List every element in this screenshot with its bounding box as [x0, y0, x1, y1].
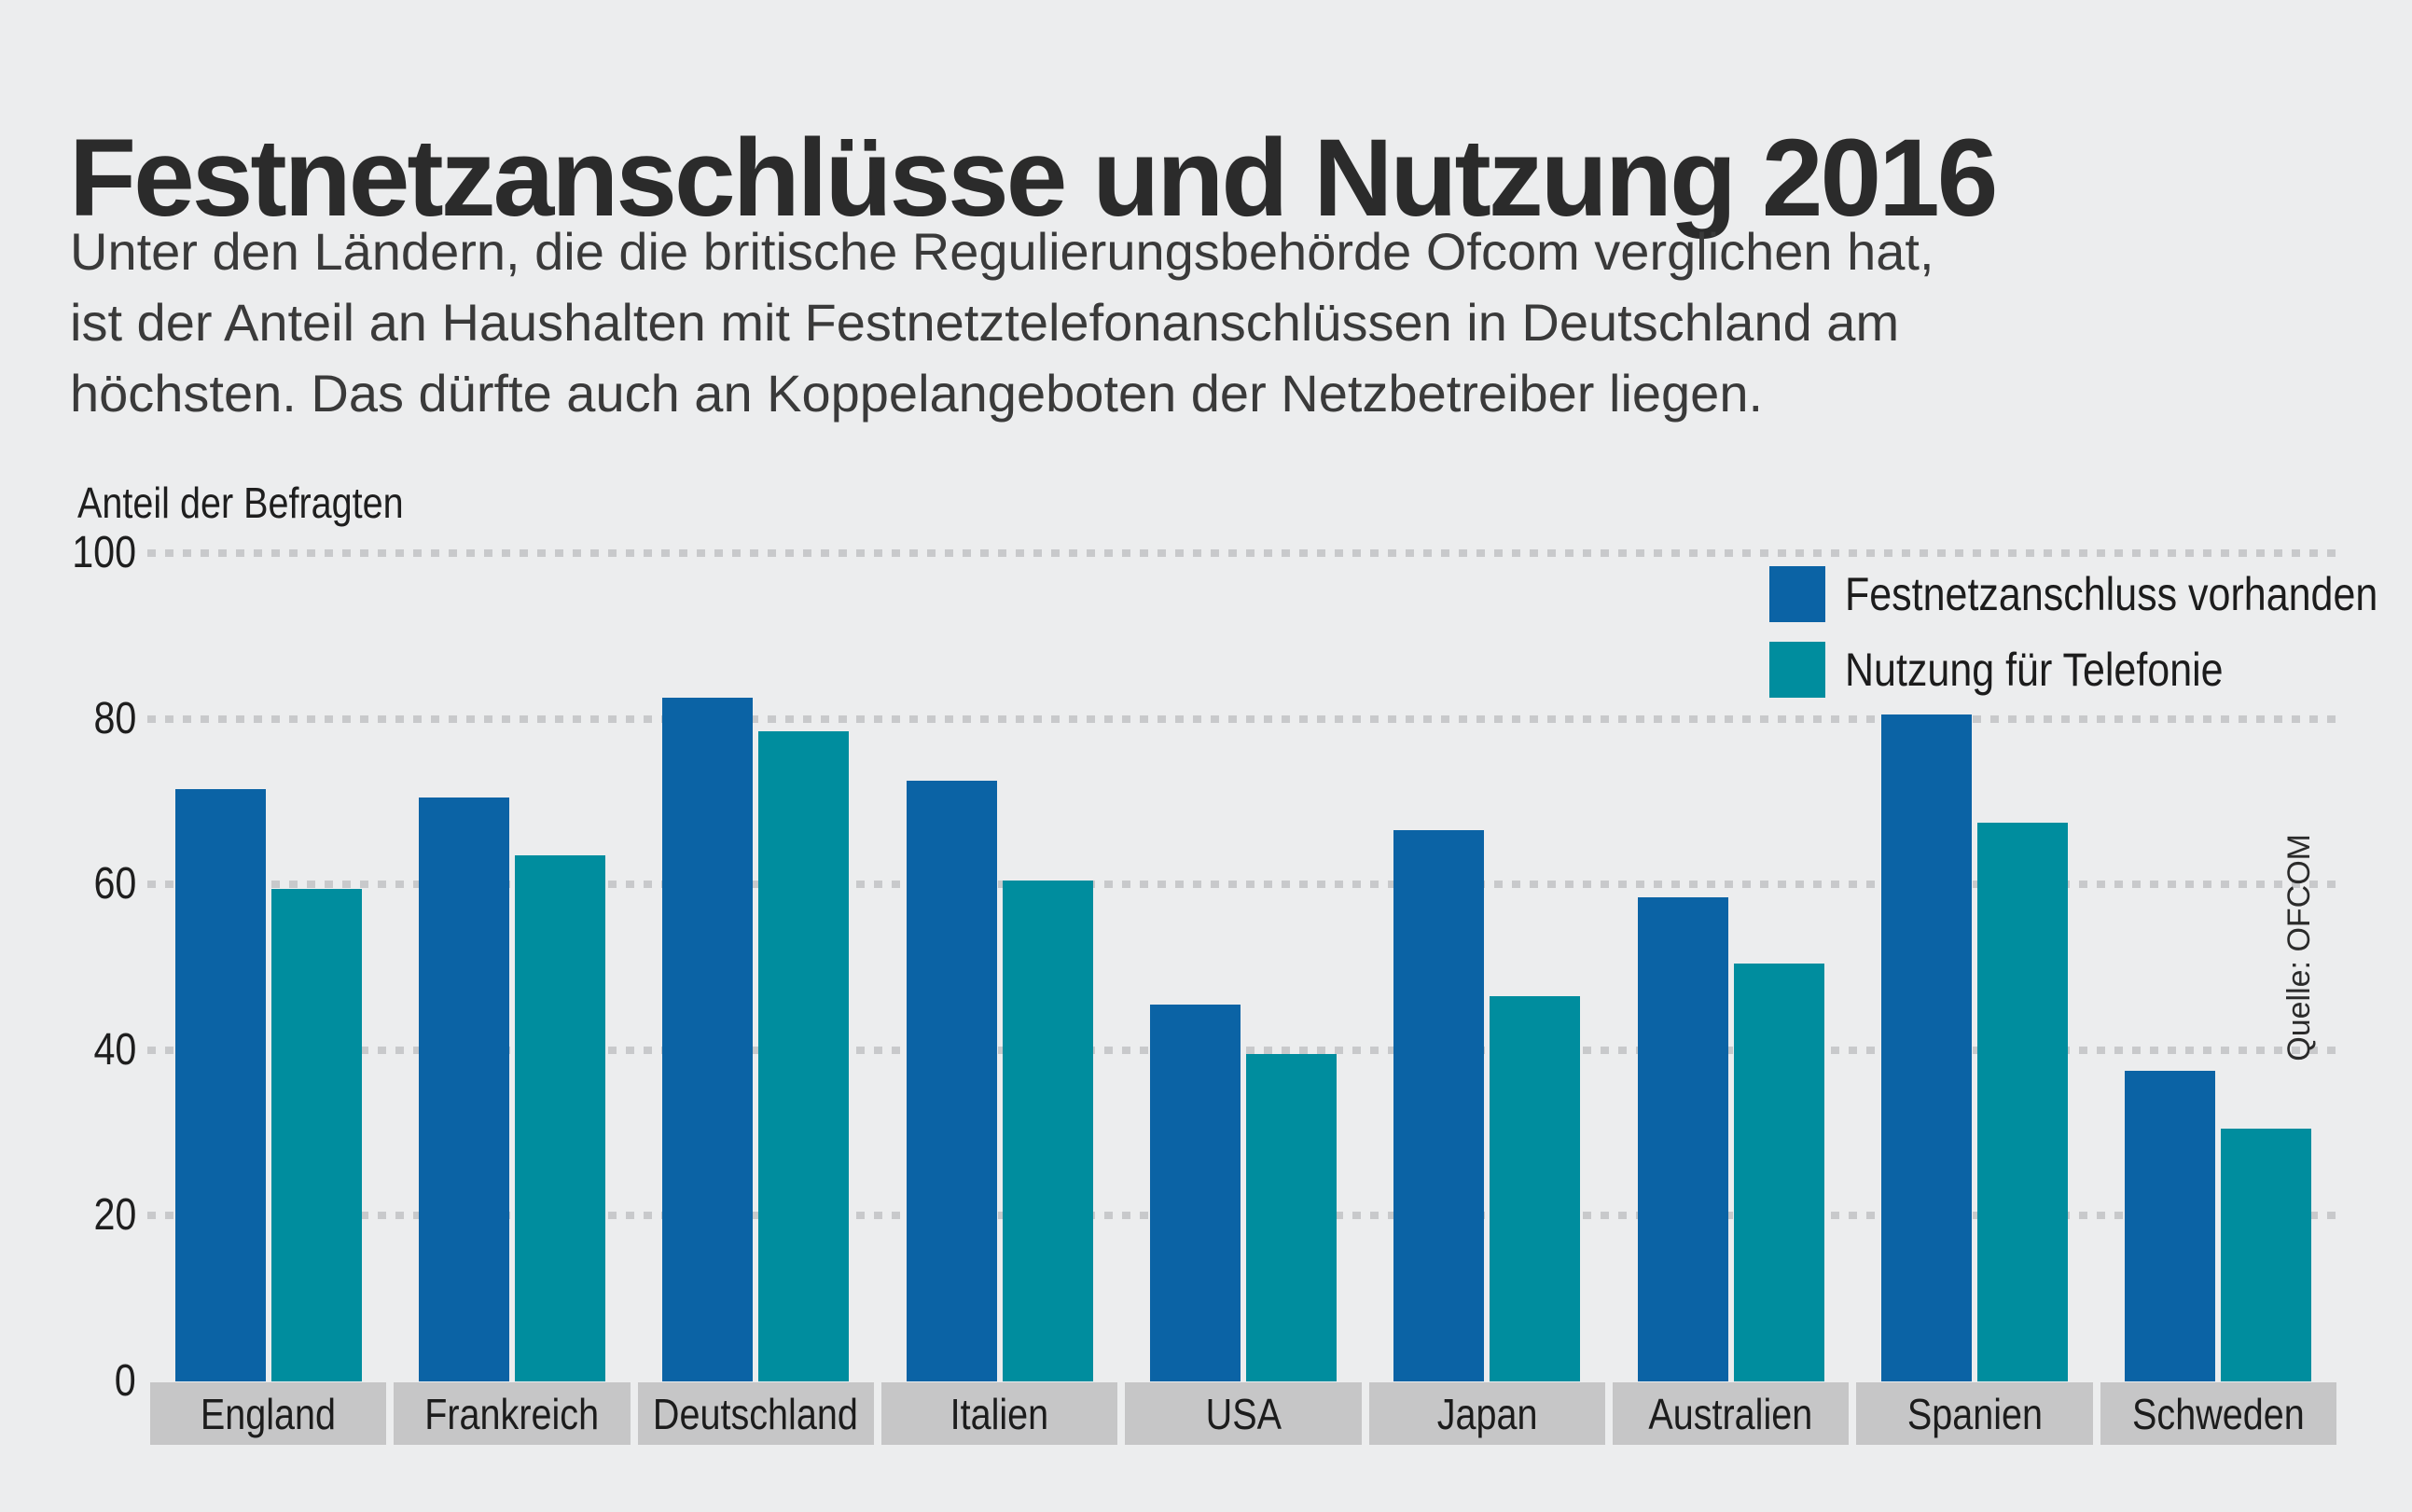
- y-tick-label: 20: [19, 1187, 136, 1243]
- description-line: höchsten. Das dürfte auch an Koppelangeb…: [70, 364, 1764, 423]
- bar-nutzung-japan: [1490, 996, 1581, 1381]
- y-tick-label: 0: [19, 1353, 136, 1409]
- category-label: Australien: [1613, 1382, 1850, 1445]
- bar-vorhanden-schweden: [2125, 1071, 2216, 1381]
- category-text: Australien: [1648, 1389, 1813, 1438]
- category-text: Frankreich: [424, 1389, 600, 1438]
- gridline: [147, 881, 2336, 889]
- gridline: [147, 549, 2336, 557]
- bar-vorhanden-japan: [1393, 830, 1485, 1381]
- category-text: Deutschland: [653, 1389, 859, 1438]
- legend-label: Festnetzanschluss vorhanden: [1845, 568, 2378, 620]
- chart-description: Unter den Ländern, die die britische Reg…: [70, 216, 1934, 429]
- bar-vorhanden-frankreich: [419, 797, 509, 1381]
- category-label: USA: [1125, 1382, 1362, 1445]
- gridline: [147, 1046, 2336, 1054]
- category-label: Spanien: [1856, 1382, 2093, 1445]
- category-label: Schweden: [2100, 1382, 2336, 1445]
- bar-nutzung-schweden: [2221, 1129, 2312, 1381]
- bar-vorhanden-england: [174, 789, 266, 1381]
- bar-nutzung-spanien: [1977, 822, 2068, 1381]
- bar-nutzung-italien: [1002, 880, 1093, 1381]
- bar-vorhanden-italien: [906, 781, 997, 1381]
- y-tick-text: 20: [93, 1190, 136, 1241]
- bar-vorhanden-usa: [1150, 1004, 1241, 1381]
- description-line: Unter den Ländern, die die britische Reg…: [70, 222, 1934, 281]
- y-tick-label: 40: [19, 1022, 136, 1078]
- y-axis-label: Anteil der Befragten: [77, 479, 404, 527]
- gridline: [147, 714, 2336, 723]
- description-line: ist der Anteil an Haushalten mit Festnet…: [70, 293, 1900, 352]
- bar-nutzung-frankreich: [515, 855, 605, 1381]
- bar-vorhanden-spanien: [1881, 714, 1972, 1381]
- bar-nutzung-deutschland: [758, 730, 850, 1381]
- source-credit: Quelle: OFCOM: [2281, 834, 2317, 1061]
- category-label: Italien: [881, 1382, 1118, 1445]
- bar-nutzung-england: [270, 888, 362, 1381]
- y-tick-text: 80: [93, 693, 136, 743]
- y-tick-label: 100: [19, 525, 136, 581]
- y-tick-text: 60: [93, 859, 136, 909]
- category-label: Frankreich: [394, 1382, 631, 1445]
- category-text: Italien: [950, 1389, 1049, 1438]
- legend-swatch-teal: [1769, 642, 1825, 698]
- y-tick-text: 0: [115, 1356, 136, 1406]
- category-text: Spanien: [1906, 1389, 2043, 1438]
- category-label: England: [150, 1382, 387, 1445]
- y-tick-label: 80: [19, 691, 136, 747]
- gridline: [147, 1212, 2336, 1220]
- bar-nutzung-usa: [1246, 1054, 1337, 1381]
- bar-vorhanden-australien: [1637, 896, 1728, 1381]
- y-tick-text: 100: [72, 528, 136, 577]
- category-label: Deutschland: [637, 1382, 874, 1445]
- bar-nutzung-australien: [1733, 963, 1824, 1381]
- y-tick-text: 40: [93, 1024, 136, 1075]
- category-text: Japan: [1436, 1389, 1538, 1438]
- category-text: USA: [1205, 1389, 1282, 1438]
- category-label: Japan: [1368, 1382, 1605, 1445]
- chart-title: Festnetzanschlüsse und Nutzung 2016: [69, 117, 1998, 241]
- y-tick-label: 60: [19, 856, 136, 912]
- category-text: England: [201, 1389, 337, 1438]
- bar-vorhanden-deutschland: [662, 698, 754, 1381]
- category-text: Schweden: [2131, 1389, 2305, 1438]
- legend-label: Nutzung für Telefonie: [1845, 644, 2224, 696]
- legend-swatch-blue: [1769, 566, 1825, 622]
